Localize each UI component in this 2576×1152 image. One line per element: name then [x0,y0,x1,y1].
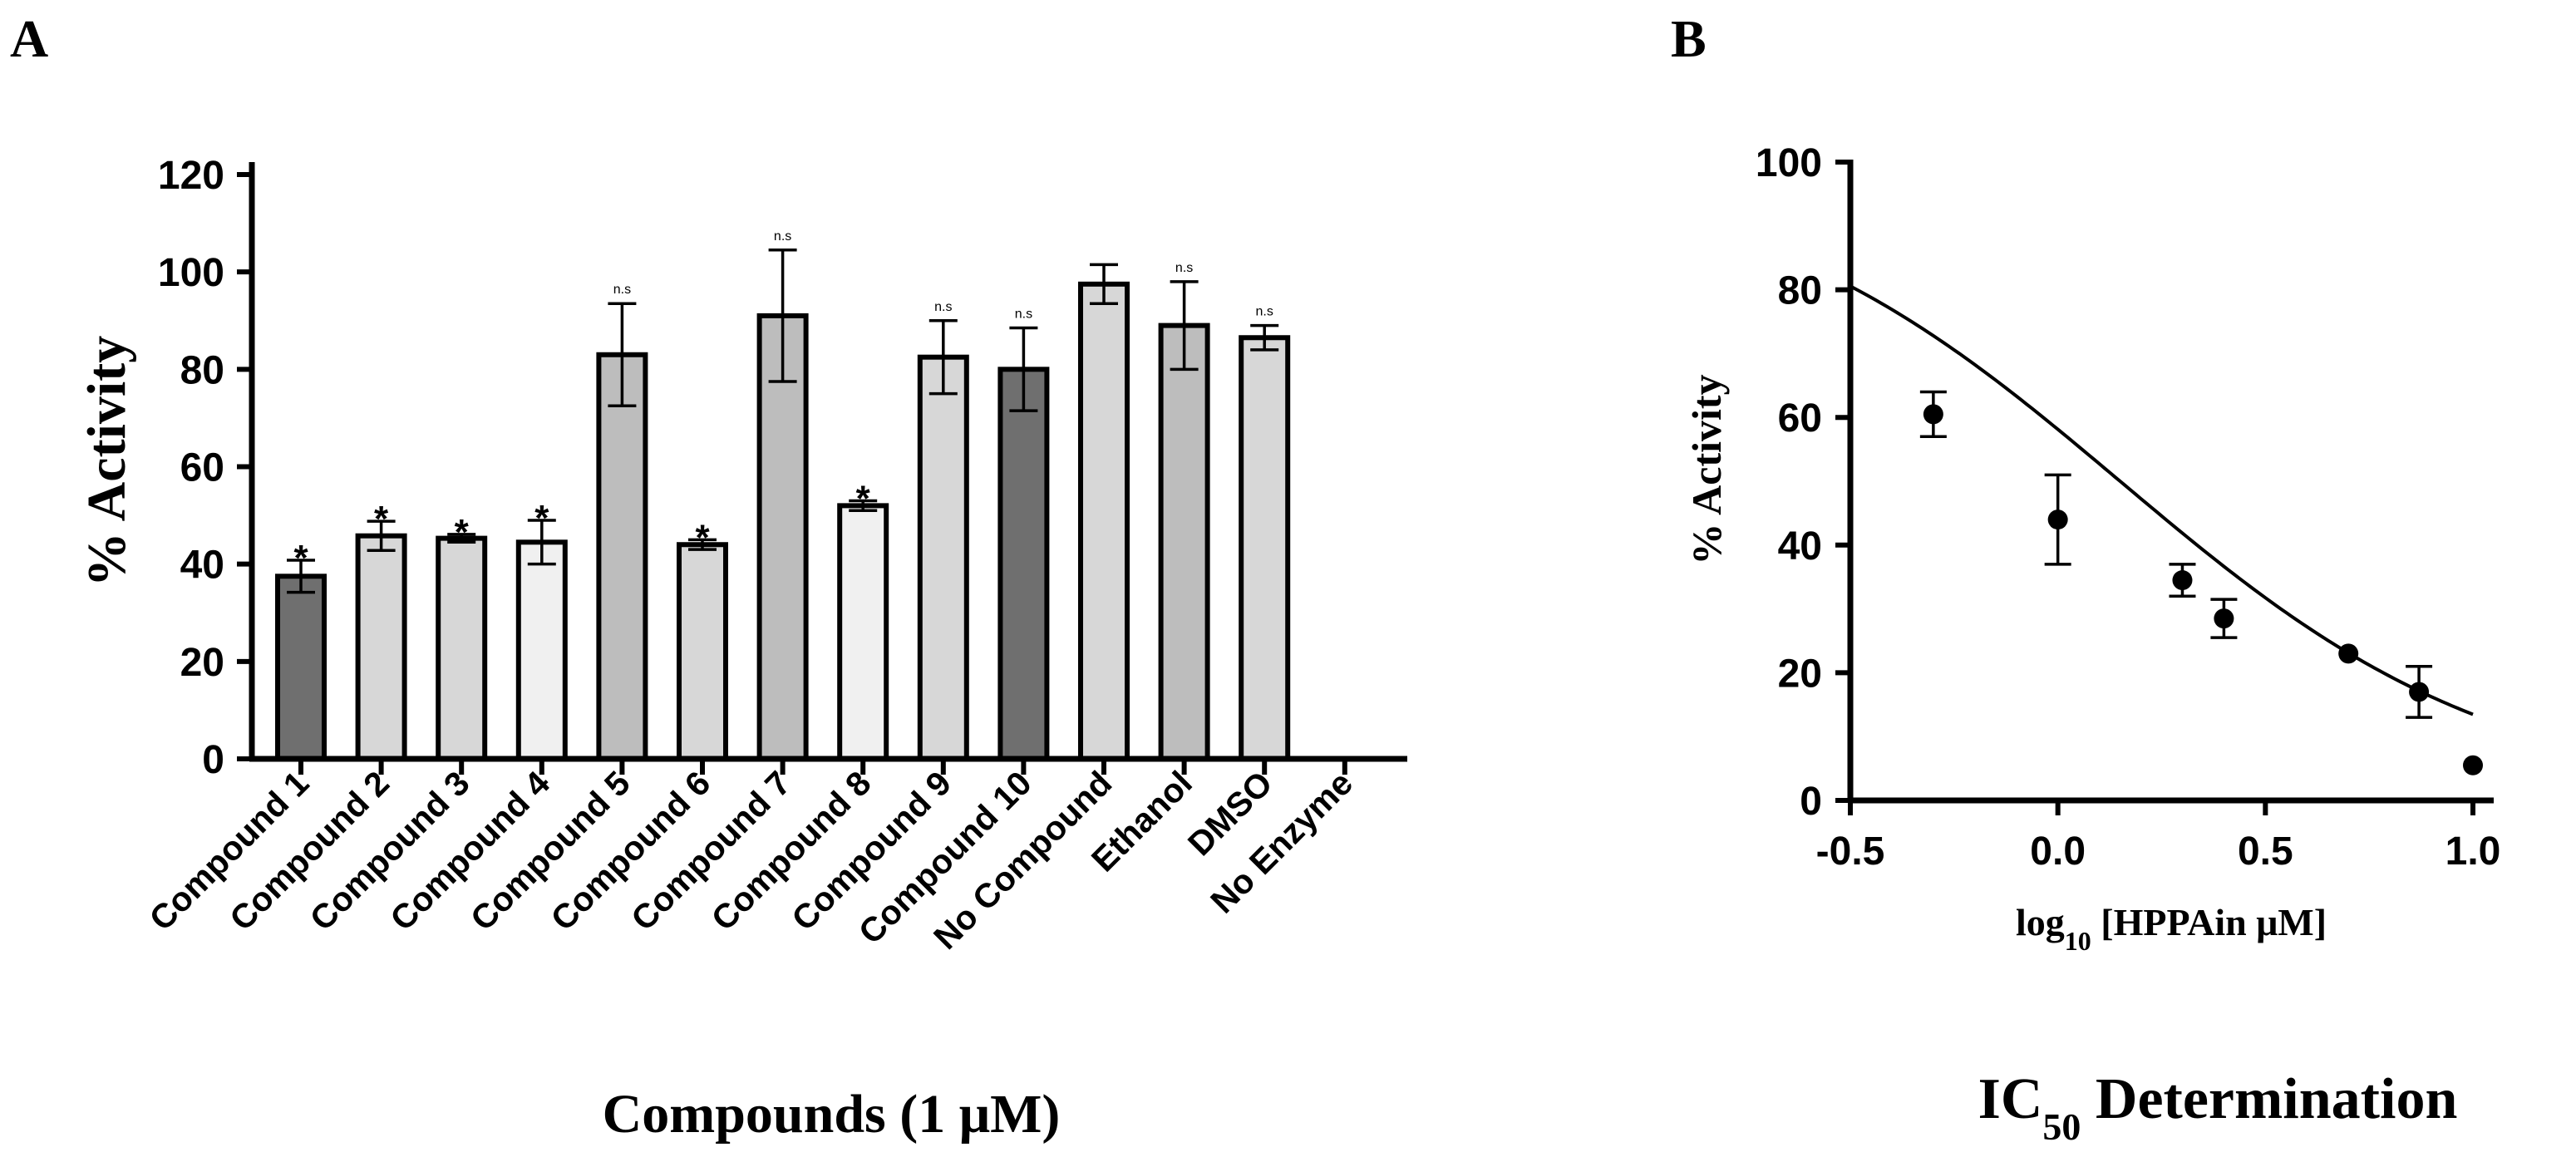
significance-ns: n.s [774,229,791,244]
data-point [1923,404,1943,425]
significance-ns: n.s [934,300,952,314]
x-axis-ticks-b: -0.5 0.0 0.5 1.0 [1816,800,2501,874]
data-point [2214,608,2234,629]
y-tick-label: 0 [1800,780,1822,824]
chart-title-b: IC50 Determination [1978,1067,2458,1148]
data-point [2338,643,2359,664]
bar [515,539,568,761]
bar [1078,281,1130,761]
y-tick-label: 40 [1778,524,1822,569]
bar [917,354,969,761]
significance-ns: n.s [1256,305,1273,319]
significance-star: * [534,498,549,539]
significance-ns: n.s [1015,308,1032,322]
significance-star: * [695,517,710,558]
y-tick-label: 60 [1778,396,1822,441]
significance-star: * [293,538,308,578]
axes-b [1847,160,2494,804]
significance-ns: n.s [1175,261,1193,275]
significance-star: * [455,512,470,553]
bar [1239,335,1291,761]
data-point [2172,570,2193,591]
y-tick-label: 100 [158,251,224,295]
y-tick-label: 100 [1756,141,1822,185]
chart-title-b-sub: 50 [2042,1105,2081,1148]
data-points-b [1919,390,2483,775]
bar [837,503,889,761]
y-axis-label-b: % Activity [1683,374,1730,564]
scatter-chart-b: 0 20 40 60 80 100 -0.5 0.0 0.5 1.0 % Activity lo… [1683,141,2500,1148]
y-axis-ticks-a: 0 20 40 60 80 100 120 [158,154,252,782]
data-point [2463,755,2483,775]
x-tick-label: 0.5 [2238,830,2293,874]
y-axis-label-a: % Activity [76,336,137,587]
y-tick-label: 20 [1778,652,1822,696]
bar [997,367,1050,761]
bar [756,313,809,761]
fit-curve [1849,284,2474,716]
x-tick-label: 0.0 [2030,830,2086,874]
panel-label-a: A [10,9,48,68]
x-axis-label-b-main: log [2016,901,2065,943]
significance-star: * [856,479,871,519]
y-tick-label: 60 [180,446,224,490]
chart-title-b-main: IC [1978,1067,2043,1131]
bar [596,352,648,761]
x-axis-label-b-sub: 10 [2065,926,2091,956]
x-axis-label-b-rest: [HPPAin μM] [2091,901,2327,943]
bar [677,542,728,761]
chart-title-b-rest: Determination [2081,1067,2457,1131]
axes-a [249,162,1407,762]
panel-label-b: B [1671,9,1707,68]
y-tick-label: 40 [180,544,224,588]
y-tick-label: 120 [158,154,224,198]
x-axis-label-b: log10 [HPPAin μM] [2016,901,2327,956]
x-tick-label: 1.0 [2445,830,2501,874]
y-tick-label: 20 [180,641,224,685]
data-point [2409,682,2430,702]
significance-ns: n.s [613,283,631,297]
y-tick-label: 80 [1778,269,1822,313]
data-point [2047,510,2068,530]
y-tick-label: 80 [180,348,224,392]
bar [275,574,327,761]
bar-chart-a: 0 20 40 60 80 100 120 * * * * n.s * n.s * n.s n.s n.s n.s… [76,154,1407,1145]
y-tick-label: 0 [202,738,224,782]
bars-a: * * * * n.s * n.s * n.s n.s n.s n.s [275,229,1347,775]
x-tick-label: -0.5 [1816,830,1885,874]
bar [436,535,488,761]
bar [355,533,407,762]
x-axis-label-a: Compounds (1 μM) [603,1084,1061,1145]
y-axis-ticks-b: 0 20 40 60 80 100 [1756,141,1850,824]
significance-star: * [374,499,389,539]
bar [1158,322,1210,761]
